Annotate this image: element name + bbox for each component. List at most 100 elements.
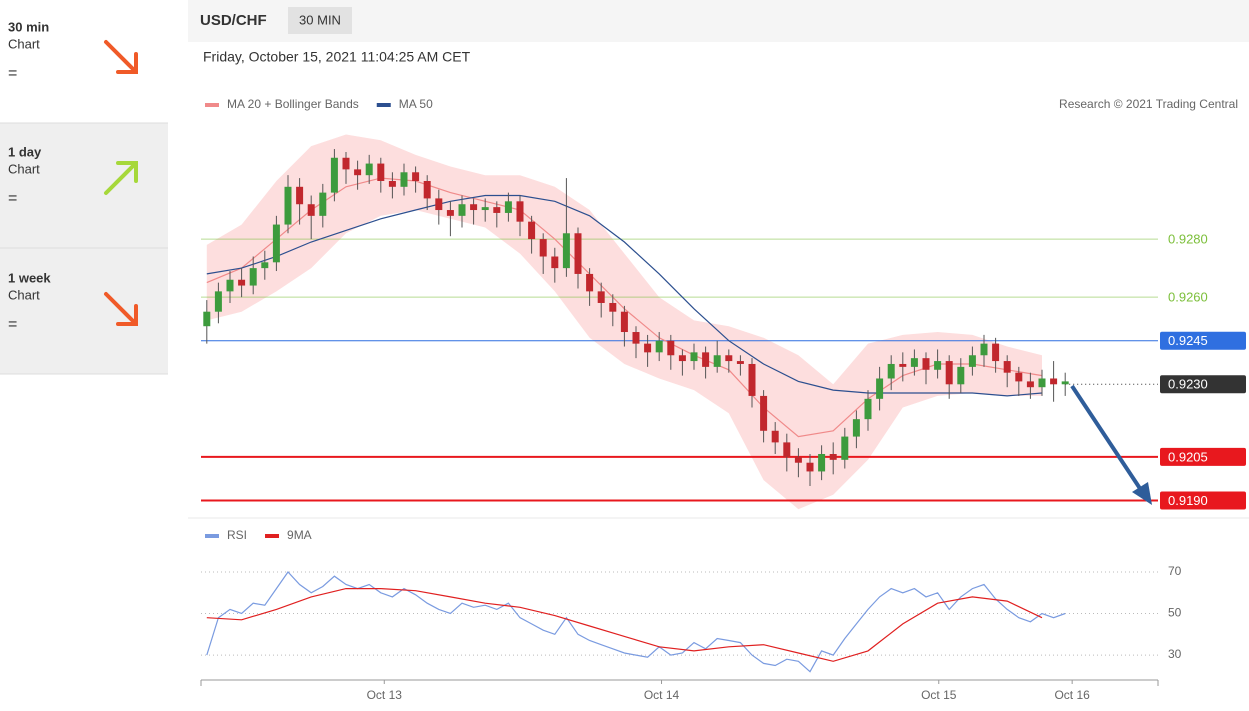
candle-body: [365, 163, 373, 176]
legend-swatch: [205, 103, 219, 107]
candle-body: [609, 302, 617, 312]
candle-body: [284, 186, 292, 225]
interval: 30 MIN: [299, 12, 341, 27]
candle-body: [748, 363, 756, 396]
candle-body: [992, 343, 1000, 362]
x-tick-label: Oct 15: [921, 688, 957, 702]
candle-body: [574, 233, 582, 274]
down-arrow-icon: [104, 40, 138, 74]
candle-body: [296, 186, 304, 205]
candle-body: [725, 355, 733, 362]
candle-body: [783, 442, 791, 457]
chart-label: Chart: [8, 36, 40, 51]
candle-body: [319, 192, 327, 216]
candle-body: [1015, 372, 1023, 382]
candle-body: [1026, 381, 1034, 388]
signal: =: [8, 316, 17, 333]
candle-body: [458, 204, 466, 216]
level-label: 0.9260: [1168, 290, 1208, 305]
legend-swatch: [265, 534, 280, 538]
candle-body: [354, 169, 362, 176]
price-panel: MA 20 + Bollinger Bands MA 50 0.9280 0.9260…: [201, 97, 1246, 702]
signal: =: [8, 65, 17, 82]
candle-body: [586, 273, 594, 292]
candle-body: [760, 395, 768, 431]
sidebar-row[interactable]: [0, 0, 168, 123]
candle-body: [307, 204, 315, 216]
level-tag: [1160, 331, 1246, 350]
x-tick-label: Oct 14: [644, 688, 680, 702]
legend-label: MA 20 + Bollinger Bands: [227, 97, 359, 111]
candle-body: [980, 343, 988, 356]
candle-body: [400, 172, 408, 187]
x-tick-label: Oct 16: [1054, 688, 1090, 702]
y-tick-label: 30: [1168, 647, 1182, 661]
credit: Research © 2021 Trading Central: [1059, 97, 1238, 111]
ma-line: [206, 194, 1043, 397]
candle-body: [516, 201, 524, 222]
sidebar-row[interactable]: [0, 123, 168, 248]
candle-body: [910, 358, 918, 367]
candle-body: [841, 436, 849, 460]
level-label: 0.9245: [1168, 333, 1208, 348]
candle-body: [806, 462, 814, 472]
x-tick-label: Oct 13: [367, 688, 403, 702]
candle-body: [667, 340, 675, 356]
sidebar-row[interactable]: [0, 248, 168, 374]
candle-body: [655, 340, 663, 353]
candle-body: [1061, 381, 1069, 385]
candle-body: [702, 352, 710, 367]
candle-body: [597, 291, 605, 303]
candle-body: [238, 279, 246, 286]
candle-body: [249, 268, 257, 286]
candle-body: [899, 363, 907, 367]
candle-body: [377, 163, 385, 181]
candle-body: [922, 358, 930, 370]
candle-body: [481, 207, 489, 211]
candle-body: [203, 311, 211, 327]
candle-body: [713, 355, 721, 367]
symbol: USD/CHF: [200, 12, 267, 29]
candle-body: [678, 355, 686, 362]
candle-body: [562, 233, 570, 269]
legend-swatch: [205, 534, 219, 538]
candle-body: [887, 363, 895, 379]
forecast-arrow: [1070, 384, 1152, 505]
candle-body: [412, 172, 420, 181]
legend-label: 9MA: [287, 528, 312, 542]
legend-label: RSI: [227, 528, 247, 542]
candle-body: [435, 198, 443, 211]
candle-body: [446, 210, 454, 216]
interval-button[interactable]: [288, 7, 352, 34]
candle-body: [876, 378, 884, 399]
level-label: 0.9280: [1168, 232, 1208, 247]
chart-label: Chart: [8, 287, 40, 302]
candle-body: [968, 355, 976, 367]
candle-body: [934, 361, 942, 370]
candle-body: [1050, 378, 1058, 385]
candle-body: [818, 454, 826, 472]
period: 1 week: [8, 270, 51, 285]
candle-body: [945, 361, 953, 385]
signal: =: [8, 190, 17, 207]
candle-body: [1003, 361, 1011, 373]
up-arrow-icon: [104, 161, 138, 195]
rsi-panel: RSI 9MA 30 50 70: [201, 528, 1182, 673]
candle-body: [864, 398, 872, 420]
candle-body: [620, 311, 628, 333]
legend-label: MA 50: [399, 97, 433, 111]
chart-label: Chart: [8, 161, 40, 176]
candle-body: [388, 180, 396, 187]
candle-body: [470, 204, 478, 211]
candle-body: [794, 456, 802, 463]
period: 30 min: [8, 19, 49, 34]
timestamp: Friday, October 15, 2021 11:04:25 AM CET: [203, 49, 471, 65]
candle-body: [632, 332, 640, 344]
level-tag: [1160, 375, 1246, 394]
level-label: 0.9190: [1168, 493, 1208, 508]
candle-body: [829, 454, 837, 460]
candle-body: [528, 221, 536, 240]
period: 1 day: [8, 144, 42, 159]
down-arrow-icon: [104, 292, 138, 326]
